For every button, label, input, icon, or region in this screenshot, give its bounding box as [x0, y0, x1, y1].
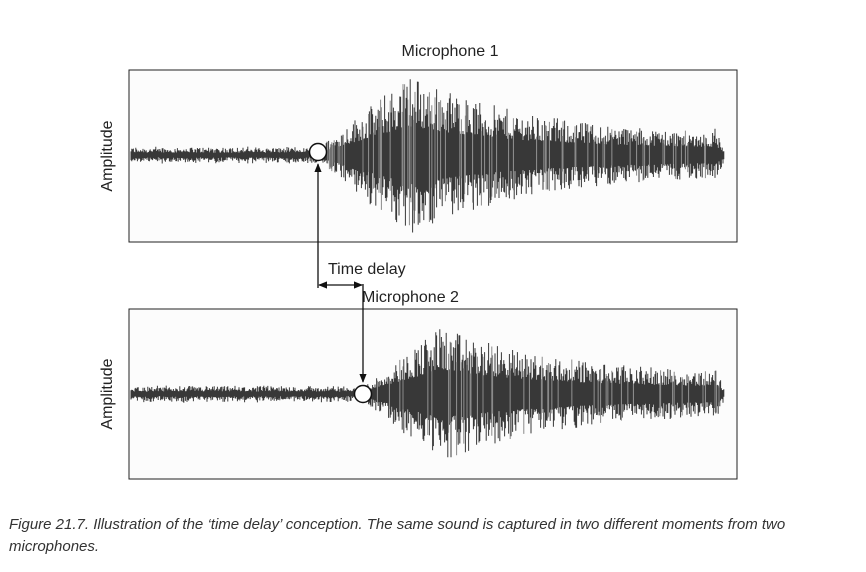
waveform [376, 341, 720, 456]
waveform [130, 329, 725, 458]
waveform [327, 84, 706, 226]
y-axis-label: Amplitude [99, 120, 116, 191]
panel-title: Microphone 2 [362, 289, 459, 306]
diagram: Microphone 1 Microphone 2 Amplitude Ampl… [99, 43, 738, 480]
onset-marker [353, 384, 373, 404]
caption: Figure 21.7. Illustration of the ‘time d… [9, 516, 786, 555]
onset-marker [308, 142, 328, 162]
y-axis-label: Amplitude [99, 358, 116, 429]
panel-title: Microphone 1 [402, 43, 499, 60]
annotation: Time delay [328, 261, 406, 278]
